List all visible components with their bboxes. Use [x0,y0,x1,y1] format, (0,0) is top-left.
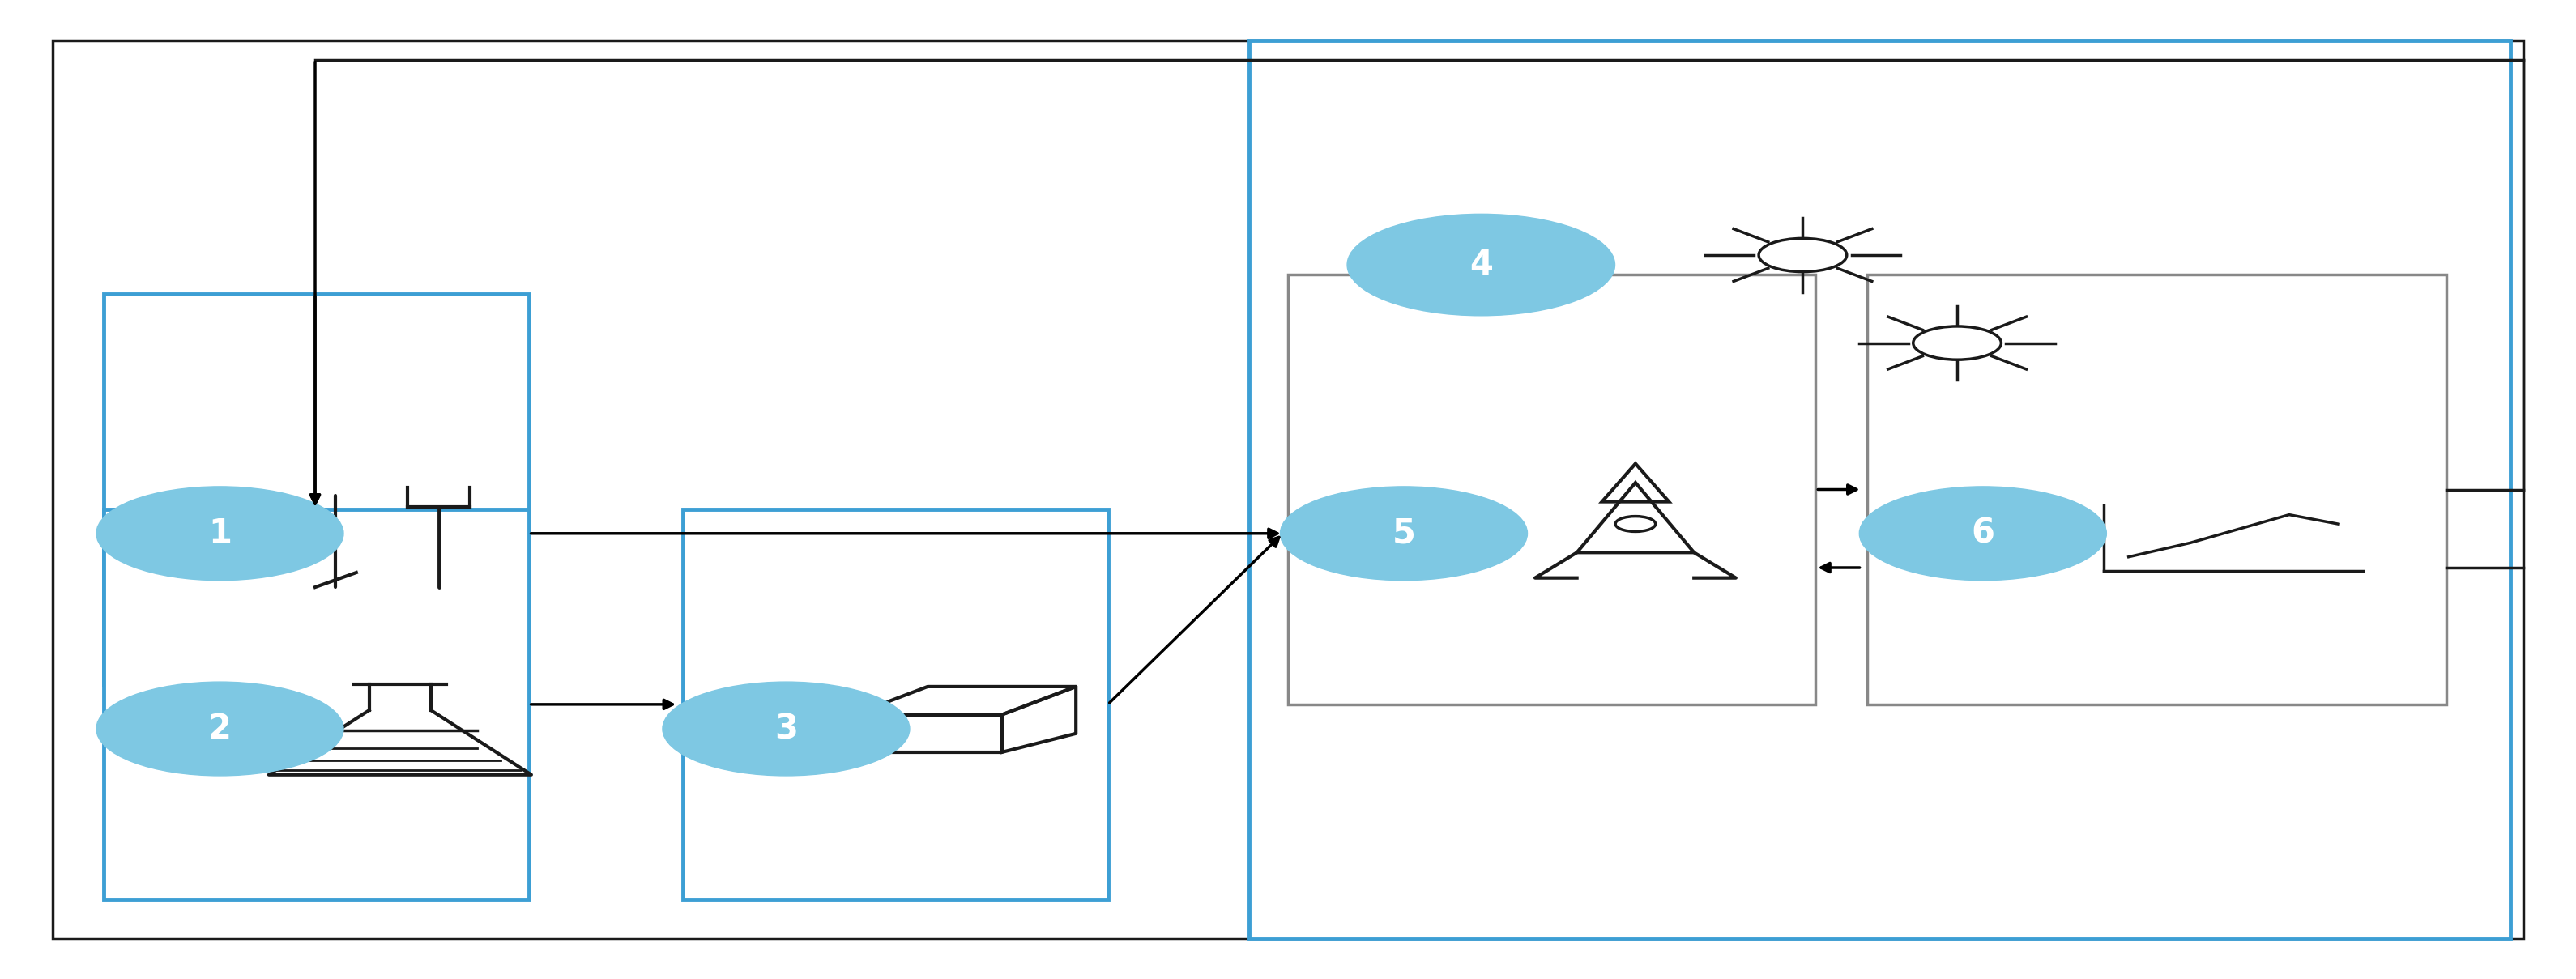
Circle shape [1914,326,2002,359]
Circle shape [1860,487,2107,581]
Circle shape [662,682,909,775]
Circle shape [95,487,343,581]
FancyBboxPatch shape [103,294,528,685]
Circle shape [95,682,343,775]
FancyBboxPatch shape [52,40,2524,939]
FancyBboxPatch shape [683,509,1108,900]
Text: 4: 4 [1468,248,1492,282]
Text: 5: 5 [1391,517,1417,550]
Circle shape [1759,238,1847,272]
FancyBboxPatch shape [1868,275,2447,704]
FancyBboxPatch shape [103,509,528,900]
FancyBboxPatch shape [1288,275,1816,704]
Text: 2: 2 [209,712,232,746]
Circle shape [1347,214,1615,315]
Circle shape [1280,487,1528,581]
Text: 6: 6 [1971,517,1994,550]
Text: 3: 3 [775,712,799,746]
FancyBboxPatch shape [1249,40,2512,939]
Text: 1: 1 [209,517,232,550]
